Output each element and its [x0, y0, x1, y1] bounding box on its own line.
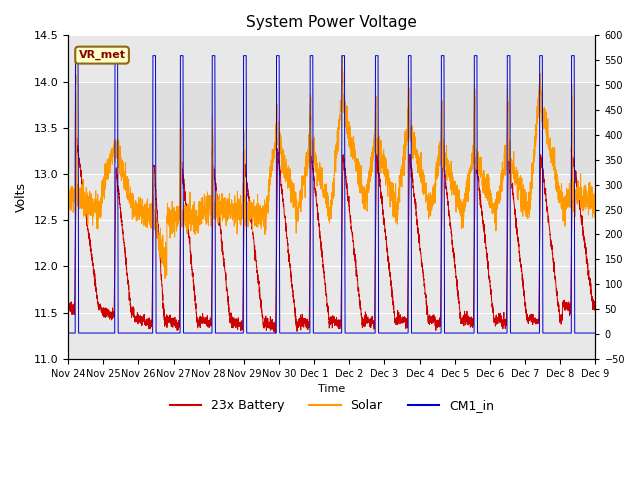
- Y-axis label: Volts: Volts: [15, 182, 28, 212]
- Title: System Power Voltage: System Power Voltage: [246, 15, 417, 30]
- Text: VR_met: VR_met: [79, 50, 125, 60]
- Legend: 23x Battery, Solar, CM1_in: 23x Battery, Solar, CM1_in: [164, 395, 499, 418]
- Bar: [68, 82, 595, 174]
- X-axis label: Time: Time: [318, 384, 346, 394]
